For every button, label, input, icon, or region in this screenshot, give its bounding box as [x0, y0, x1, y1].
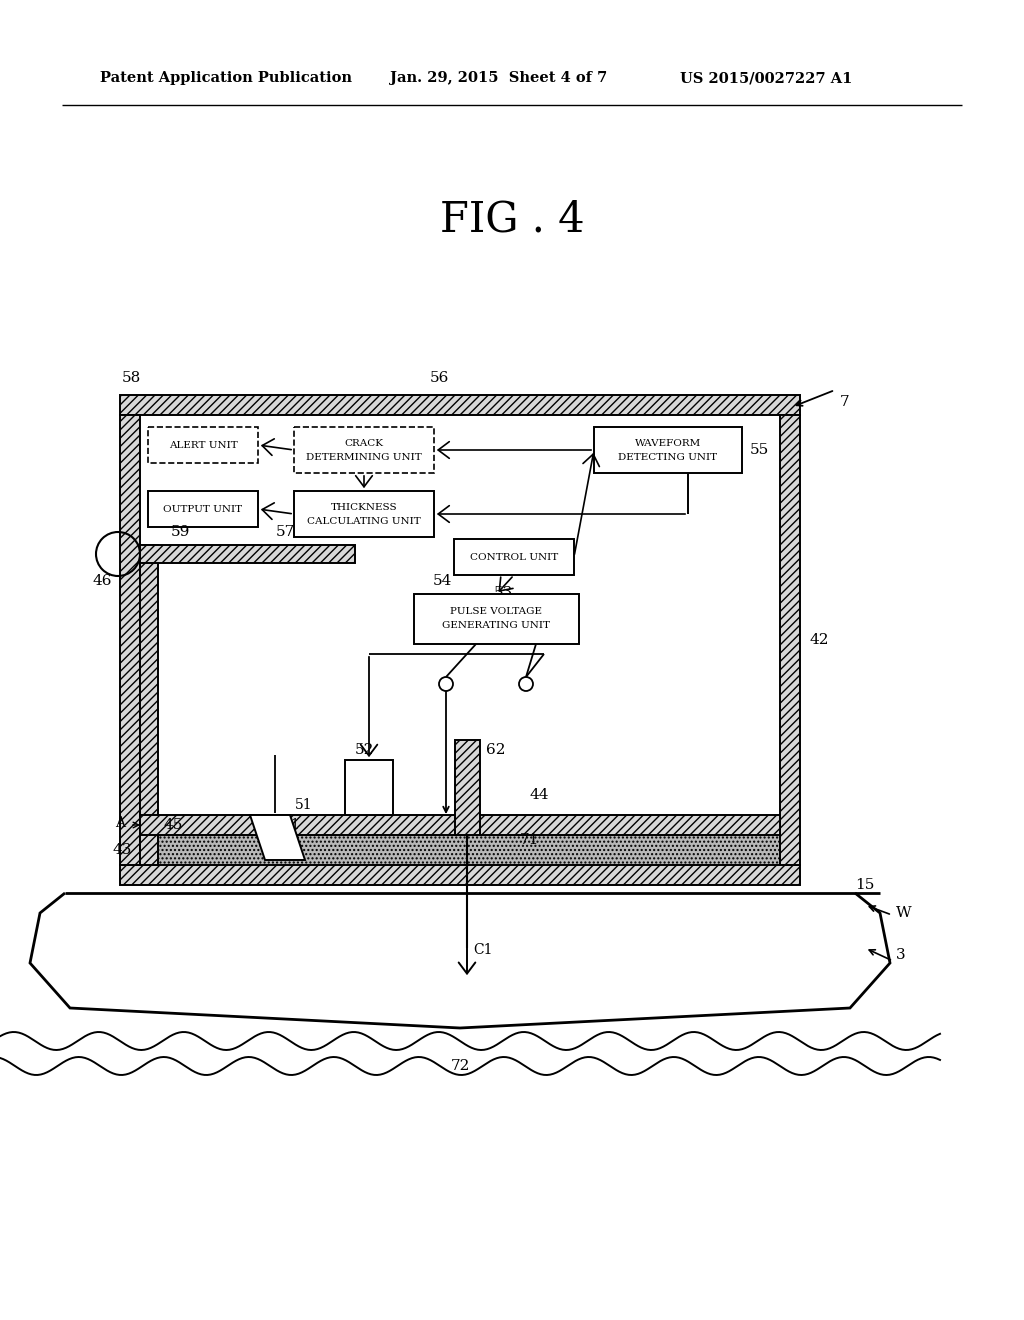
Text: 54: 54 [432, 574, 452, 587]
Text: 46: 46 [92, 574, 112, 587]
Text: 15: 15 [855, 878, 874, 892]
Text: Patent Application Publication: Patent Application Publication [100, 71, 352, 84]
Text: 72: 72 [451, 1059, 470, 1073]
Text: 44: 44 [530, 788, 550, 803]
Text: A: A [115, 816, 125, 830]
Text: 53: 53 [494, 586, 513, 601]
Text: 45: 45 [163, 818, 182, 832]
Text: 51: 51 [295, 799, 312, 812]
Text: ALERT UNIT: ALERT UNIT [169, 441, 238, 450]
Text: THICKNESS: THICKNESS [331, 503, 397, 511]
Polygon shape [250, 814, 305, 861]
Text: 59: 59 [170, 525, 189, 539]
Text: PULSE VOLTAGE: PULSE VOLTAGE [451, 607, 543, 616]
Bar [140, 545, 158, 865]
Bar [140, 814, 780, 836]
Bar [140, 836, 780, 865]
Text: 3: 3 [896, 948, 905, 962]
Text: Jan. 29, 2015  Sheet 4 of 7: Jan. 29, 2015 Sheet 4 of 7 [390, 71, 607, 84]
Text: WAVEFORM: WAVEFORM [635, 438, 701, 447]
Bar [454, 539, 574, 576]
Text: 7: 7 [840, 395, 850, 409]
Bar [455, 741, 480, 836]
Text: CONTROL UNIT: CONTROL UNIT [470, 553, 558, 561]
Text: 62: 62 [486, 743, 506, 756]
Bar [345, 760, 393, 814]
Text: DETECTING UNIT: DETECTING UNIT [618, 453, 718, 462]
Text: W: W [896, 906, 911, 920]
Bar [294, 491, 434, 537]
Text: DETERMINING UNIT: DETERMINING UNIT [306, 453, 422, 462]
Text: FIG . 4: FIG . 4 [439, 199, 585, 242]
Bar [148, 491, 258, 527]
Text: CRACK: CRACK [344, 438, 384, 447]
Bar [148, 426, 258, 463]
PathPatch shape [30, 894, 890, 1028]
Bar [294, 426, 434, 473]
Text: 71: 71 [520, 833, 540, 847]
Bar [780, 414, 800, 865]
Text: 56: 56 [430, 371, 450, 385]
Text: 52: 52 [354, 743, 374, 756]
Text: 57: 57 [275, 525, 295, 539]
Bar [120, 395, 800, 414]
Text: 55: 55 [750, 444, 769, 457]
Bar [140, 545, 355, 564]
Text: OUTPUT UNIT: OUTPUT UNIT [164, 504, 243, 513]
Bar [120, 414, 140, 865]
Text: C1: C1 [473, 942, 493, 957]
Text: CALCULATING UNIT: CALCULATING UNIT [307, 516, 421, 525]
Text: 61: 61 [282, 818, 300, 832]
Text: 58: 58 [122, 371, 141, 385]
Bar [414, 594, 579, 644]
Bar [594, 426, 742, 473]
Text: 43: 43 [113, 843, 132, 857]
Text: GENERATING UNIT: GENERATING UNIT [442, 622, 551, 631]
Bar [120, 865, 800, 884]
Text: US 2015/0027227 A1: US 2015/0027227 A1 [680, 71, 852, 84]
Text: 42: 42 [810, 634, 829, 647]
